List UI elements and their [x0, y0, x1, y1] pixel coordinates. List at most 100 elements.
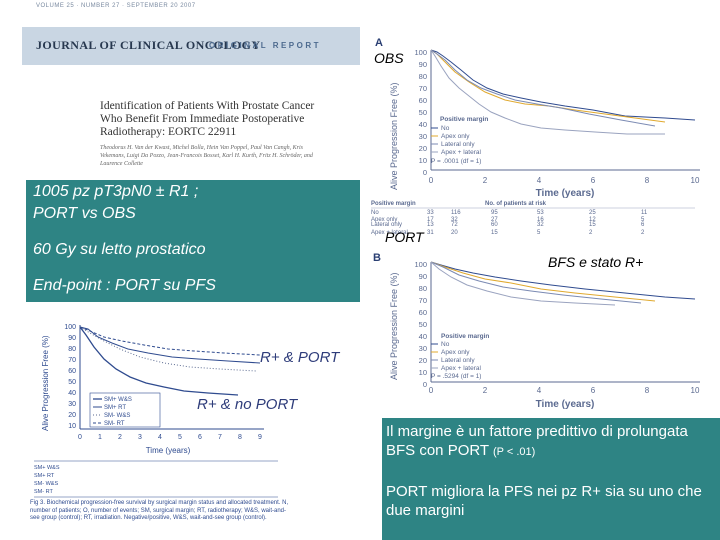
fig3-y-ticks: 100 90 80 70 60 50 40 30 20 10: [64, 324, 76, 430]
panel-a-x-ticks: 0 2 4 6 8 10: [429, 176, 700, 185]
svg-text:Apex + lateral: Apex + lateral: [441, 365, 481, 372]
svg-text:95: 95: [491, 210, 498, 216]
fig3-curve-sm-plus-ws: [79, 326, 239, 396]
svg-text:32: 32: [451, 217, 458, 223]
svg-text:80: 80: [68, 346, 76, 353]
risk-col-header: Positive margin: [371, 201, 416, 207]
svg-text:10: 10: [691, 386, 700, 395]
label-obs: OBS: [374, 50, 404, 66]
risk-label: Lateral only: [371, 222, 402, 228]
svg-text:No: No: [441, 341, 450, 348]
svg-text:33: 33: [427, 210, 434, 216]
svg-text:5: 5: [178, 434, 182, 441]
svg-text:70: 70: [68, 357, 76, 364]
svg-text:17: 17: [427, 217, 434, 223]
study-population: 1005 pz pT3pN0 ± R1 ;: [33, 183, 199, 200]
panel-b-y-label: Alive Progression Free (%): [389, 272, 399, 380]
risk-table-continued: Lateral only 13 72 60 32 15 6 Apex + lateral…: [371, 222, 645, 236]
curve-b-lateral: [430, 261, 642, 304]
panel-a-letter: A: [375, 37, 383, 49]
svg-text:32: 32: [537, 222, 544, 228]
svg-text:20: 20: [451, 230, 458, 236]
svg-text:10: 10: [419, 368, 427, 377]
svg-text:20: 20: [68, 412, 76, 419]
svg-text:2: 2: [641, 230, 645, 236]
svg-text:12: 12: [589, 217, 596, 223]
svg-text:15: 15: [589, 222, 596, 228]
journal-header: VOLUME 25 · NUMBER 27 · SEPTEMBER 20 200…: [0, 0, 360, 92]
fig3-x-label: Time (years): [146, 446, 191, 455]
fig3-x-ticks: 0 1 2 3 4 5 6 7 8 9: [78, 434, 262, 441]
label-r-noport: R+ & no PORT: [197, 396, 298, 413]
y-tick: 80: [419, 72, 427, 81]
svg-text:100: 100: [414, 260, 427, 269]
curve-lateral-only: [430, 49, 656, 127]
label-bfs: BFS e stato R+: [548, 254, 644, 270]
article-title: Identification of Patients With Prostate…: [100, 100, 315, 138]
x-tick: 6: [591, 176, 596, 185]
svg-text:60: 60: [419, 308, 427, 317]
svg-text:7: 7: [218, 434, 222, 441]
study-endpoint: End-point : PORT su PFS: [33, 277, 216, 294]
legend-item: Lateral only: [441, 141, 475, 148]
fig3-caption: Fig 3. Biochemical progression-free surv…: [30, 500, 289, 521]
svg-text:27: 27: [491, 217, 498, 223]
legend-item: No: [441, 125, 450, 132]
svg-text:100: 100: [64, 324, 76, 331]
curve-no: [430, 49, 696, 121]
svg-text:40: 40: [68, 390, 76, 397]
svg-text:30: 30: [419, 344, 427, 353]
svg-text:20: 20: [419, 356, 427, 365]
p-value-b: P = .5294 (df = 1): [431, 373, 481, 380]
x-tick: 2: [483, 176, 488, 185]
legend-item: Apex + lateral: [441, 149, 481, 156]
p-value-a: P = .0001 (df = 1): [431, 158, 481, 165]
fig3-legend: [89, 392, 161, 428]
svg-text:80: 80: [419, 284, 427, 293]
curve-b-apex-lateral: [430, 261, 616, 306]
risk-label: Apex only: [371, 217, 397, 223]
x-tick: 0: [429, 176, 434, 185]
risk-table: Positive margin No. of patients at risk …: [371, 201, 695, 223]
svg-text:0: 0: [423, 380, 427, 389]
panel-b-x-label: Time (years): [536, 399, 595, 410]
fig3-curve-sm-plus-rt: [79, 326, 261, 364]
fig3-risk-table: SM+ W&S SM+ RT SM- W&S SM- RT: [34, 460, 278, 498]
risk-label: Apex + lateral: [371, 230, 408, 236]
y-tick: 30: [419, 132, 427, 141]
volume-line: VOLUME 25 · NUMBER 27 · SEPTEMBER 20 200…: [36, 3, 196, 9]
svg-text:16: 16: [537, 217, 544, 223]
svg-text:6: 6: [591, 386, 596, 395]
fig3-curve-sm-minus-ws: [79, 326, 257, 372]
svg-text:13: 13: [427, 222, 434, 228]
study-arms: PORT vs OBS: [33, 205, 136, 222]
risk-header: No. of patients at risk: [485, 201, 547, 207]
svg-text:2: 2: [483, 386, 488, 395]
svg-text:90: 90: [68, 335, 76, 342]
journal-section: ORIGINAL REPORT: [209, 41, 322, 50]
svg-text:2: 2: [118, 434, 122, 441]
svg-text:Lateral only: Lateral only: [441, 357, 475, 364]
y-tick: 20: [419, 144, 427, 153]
fig3-curve-sm-minus-rt: [79, 326, 261, 356]
y-tick: 60: [419, 96, 427, 105]
svg-text:4: 4: [537, 386, 542, 395]
svg-text:SM+ W&S: SM+ W&S: [34, 465, 60, 471]
svg-text:Apex only: Apex only: [441, 349, 470, 356]
label-r-port: R+ & PORT: [260, 349, 340, 366]
svg-text:8: 8: [645, 386, 650, 395]
p-value-note: (P < .01): [493, 446, 536, 458]
svg-text:0: 0: [429, 386, 434, 395]
x-tick: 8: [645, 176, 650, 185]
study-info-box: 1005 pz pT3pN0 ± R1 ; PORT vs OBS 60 Gy …: [26, 180, 360, 302]
svg-text:SM- RT: SM- RT: [104, 421, 125, 427]
svg-text:116: 116: [451, 210, 461, 216]
svg-text:5: 5: [537, 230, 541, 236]
panel-b-y-ticks: 100 90 80 70 60 50 40 30 20 10 0: [414, 260, 427, 389]
legend-item: Apex only: [441, 133, 470, 140]
svg-text:50: 50: [419, 320, 427, 329]
y-tick: 10: [419, 156, 427, 165]
svg-text:60: 60: [68, 368, 76, 375]
legend-title: Positive margin: [440, 116, 488, 123]
